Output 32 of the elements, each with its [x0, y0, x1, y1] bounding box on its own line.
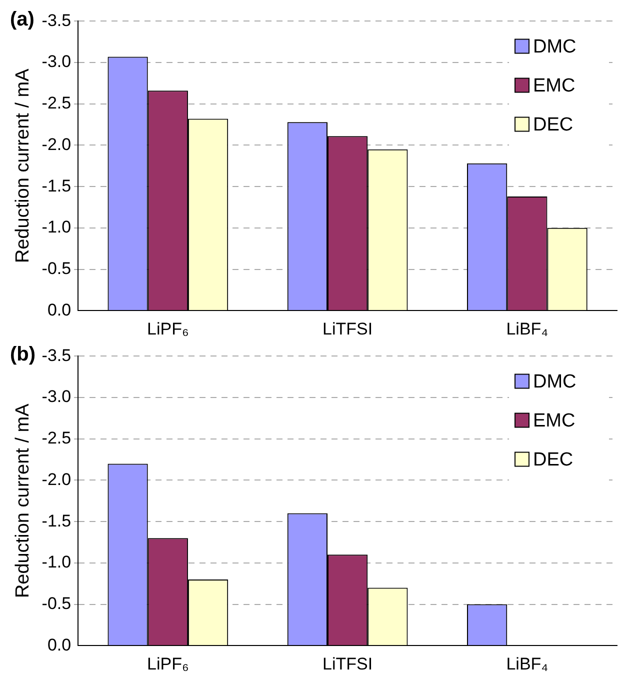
y-tick-label: 0.0 [47, 300, 72, 320]
y-tick-label: -3.5 [42, 10, 72, 30]
x-tick-label: LiBF₄ [506, 319, 548, 338]
legend-label: DMC [533, 371, 576, 392]
y-tick-label: -1.0 [42, 552, 72, 572]
y-axis-title: Reduction current / mA [12, 68, 34, 264]
y-tick-label: -1.0 [42, 218, 72, 237]
y-tick-label: 0.0 [47, 635, 72, 654]
x-tick-label: LiPF₆ [147, 319, 189, 338]
y-tick-label: -2.5 [42, 94, 72, 113]
legend-label: DEC [533, 449, 574, 470]
x-tick-label: LiBF₄ [506, 654, 548, 674]
legend-label: EMC [533, 410, 576, 432]
x-tick-label: LiTFSI [322, 654, 373, 674]
legend-label: DMC [533, 36, 576, 58]
y-tick-label: -1.5 [42, 511, 72, 530]
legend-label: EMC [533, 75, 576, 96]
y-tick-label: -0.5 [42, 594, 72, 613]
y-tick-label: -1.5 [42, 176, 72, 196]
y-tick-label: -3.0 [42, 387, 72, 406]
text: (b) [10, 344, 36, 366]
y-axis-title: Reduction current / mA [12, 403, 34, 598]
x-tick-label: LiTFSI [322, 319, 373, 338]
y-tick-label: -0.5 [42, 258, 72, 278]
y-tick-label: -2.5 [42, 428, 72, 448]
x-tick-label: LiPF₆ [147, 654, 189, 674]
y-tick-label: -2.0 [42, 470, 72, 489]
legend-label: DEC [533, 114, 574, 136]
text: (a) [10, 8, 34, 31]
y-tick-label: -3.0 [42, 52, 72, 72]
y-tick-label: -2.0 [42, 134, 72, 154]
y-tick-label: -3.5 [42, 346, 72, 365]
